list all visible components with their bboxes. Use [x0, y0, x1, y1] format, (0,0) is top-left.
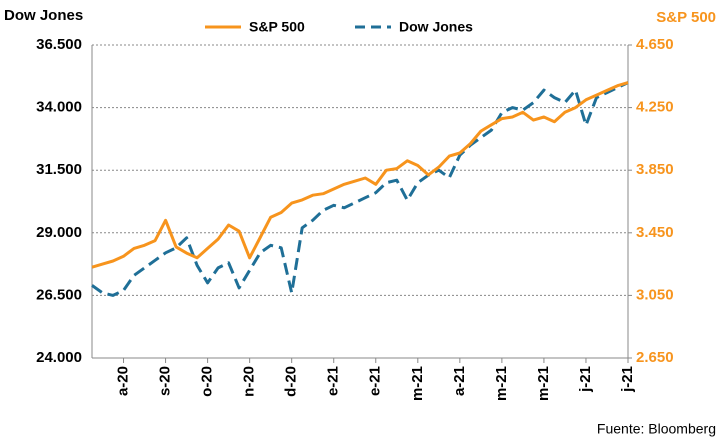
x-tick-label: j-21 [619, 366, 636, 393]
y2-tick-label: 4.250 [636, 99, 674, 116]
y2-axis-title: S&P 500 [656, 9, 716, 26]
x-tick-label: e-21 [325, 366, 342, 396]
y2-tick-label: 3.450 [636, 224, 674, 241]
legend-label: Dow Jones [399, 19, 473, 35]
y-tick-label: 34.000 [36, 99, 82, 116]
y-tick-label: 29.000 [36, 224, 82, 241]
data-line [91, 81, 629, 297]
x-tick-label: a-21 [451, 366, 468, 396]
x-tick-label: s-20 [157, 366, 174, 396]
x-tick-label: a-20 [114, 366, 131, 396]
x-tick-label: m-21 [409, 366, 426, 401]
x-tick-label: m-21 [493, 366, 510, 401]
data-line [91, 81, 629, 269]
x-tick-label: e-21 [367, 366, 384, 396]
y2-tick-label: 2.650 [636, 349, 674, 366]
y2-tick-label: 4.650 [636, 36, 674, 53]
y-tick-label: 24.000 [36, 349, 82, 366]
x-tick-label: j-21 [577, 366, 594, 393]
x-tick-label: d-20 [283, 366, 300, 397]
x-tick-label: o-20 [199, 366, 216, 397]
y-axis-title: Dow Jones [4, 7, 83, 24]
y2-tick-label: 3.050 [636, 286, 674, 303]
y-tick-label: 36.500 [36, 36, 82, 53]
x-tick-label: m-21 [535, 366, 552, 401]
y-tick-label: 26.500 [36, 286, 82, 303]
y2-tick-label: 3.850 [636, 161, 674, 178]
y-tick-label: 31.500 [36, 161, 82, 178]
x-tick-label: n-20 [241, 366, 258, 397]
legend-label: S&P 500 [249, 19, 305, 35]
source-note: Fuente: Bloomberg [597, 421, 716, 437]
